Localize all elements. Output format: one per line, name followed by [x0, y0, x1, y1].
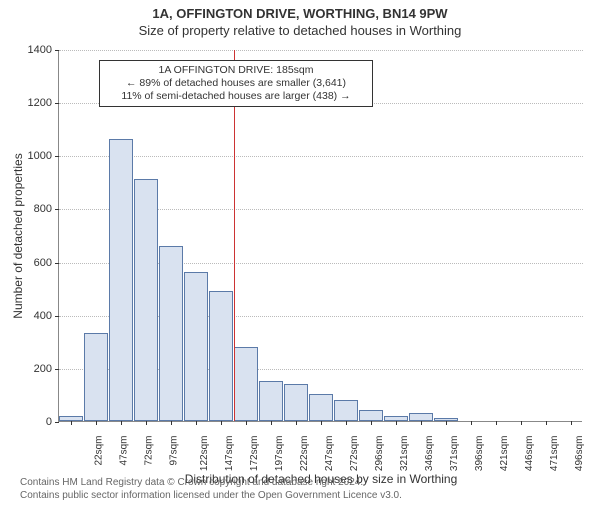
x-tick-label: 122sqm [199, 436, 210, 472]
x-tick-label: 97sqm [169, 436, 180, 466]
x-tick-label: 346sqm [424, 436, 435, 472]
histogram-bar [184, 272, 208, 421]
annotation-box: 1A OFFINGTON DRIVE: 185sqm ← 89% of deta… [99, 60, 373, 107]
histogram-bar [309, 394, 333, 421]
y-tick-label: 0 [12, 416, 52, 428]
y-axis-label: Number of detached properties [11, 153, 25, 318]
histogram-bar [259, 381, 283, 421]
x-tick-label: 371sqm [449, 436, 460, 472]
x-tick-label: 147sqm [224, 436, 235, 472]
annotation-line1: 1A OFFINGTON DRIVE: 185sqm [106, 64, 366, 77]
x-tick-label: 471sqm [549, 436, 560, 472]
x-tick-label: 321sqm [399, 436, 410, 472]
x-tick-label: 247sqm [324, 436, 335, 472]
histogram-bar [209, 291, 233, 421]
histogram-bar [109, 139, 133, 421]
y-tick-label: 200 [12, 363, 52, 375]
x-tick-label: 22sqm [94, 436, 105, 466]
x-tick-label: 72sqm [144, 436, 155, 466]
chart-title-address: 1A, OFFINGTON DRIVE, WORTHING, BN14 9PW [0, 6, 600, 21]
x-tick-label: 396sqm [474, 436, 485, 472]
x-tick-label: 496sqm [574, 436, 585, 472]
histogram-bar [134, 179, 158, 421]
footer-line1: Contains HM Land Registry data © Crown c… [20, 477, 402, 490]
histogram-bar [234, 347, 258, 421]
footer-attribution: Contains HM Land Registry data © Crown c… [20, 477, 402, 502]
histogram-bar [409, 413, 433, 421]
x-tick-label: 172sqm [249, 436, 260, 472]
x-tick-label: 272sqm [349, 436, 360, 472]
y-tick-label: 1400 [12, 44, 52, 56]
x-tick-label: 446sqm [524, 436, 535, 472]
y-tick-label: 600 [12, 257, 52, 269]
histogram-bar [284, 384, 308, 421]
x-tick-label: 421sqm [499, 436, 510, 472]
histogram-bar [334, 400, 358, 421]
plot-area: Number of detached properties 1A OFFINGT… [58, 50, 582, 422]
histogram-bar [84, 333, 108, 421]
x-tick-label: 296sqm [374, 436, 385, 472]
chart-area: Number of detached properties 1A OFFINGT… [58, 50, 582, 422]
x-tick-label: 197sqm [274, 436, 285, 472]
y-tick-label: 1200 [12, 97, 52, 109]
histogram-bar [359, 410, 383, 421]
histogram-bar [159, 246, 183, 421]
annotation-line2: ← 89% of detached houses are smaller (3,… [106, 77, 366, 90]
y-tick-label: 800 [12, 203, 52, 215]
x-tick-label: 222sqm [299, 436, 310, 472]
x-tick-label: 47sqm [119, 436, 130, 466]
footer-line2: Contains public sector information licen… [20, 490, 402, 503]
y-tick-label: 400 [12, 310, 52, 322]
annotation-line3: 11% of semi-detached houses are larger (… [106, 90, 366, 103]
y-tick-label: 1000 [12, 150, 52, 162]
chart-title-subtitle: Size of property relative to detached ho… [0, 23, 600, 38]
